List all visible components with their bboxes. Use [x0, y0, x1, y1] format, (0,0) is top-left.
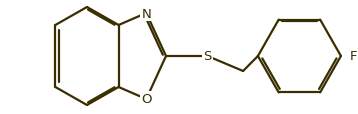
Text: F: F: [350, 50, 357, 63]
Text: N: N: [141, 7, 151, 20]
Text: S: S: [203, 50, 212, 63]
Text: O: O: [141, 93, 151, 106]
